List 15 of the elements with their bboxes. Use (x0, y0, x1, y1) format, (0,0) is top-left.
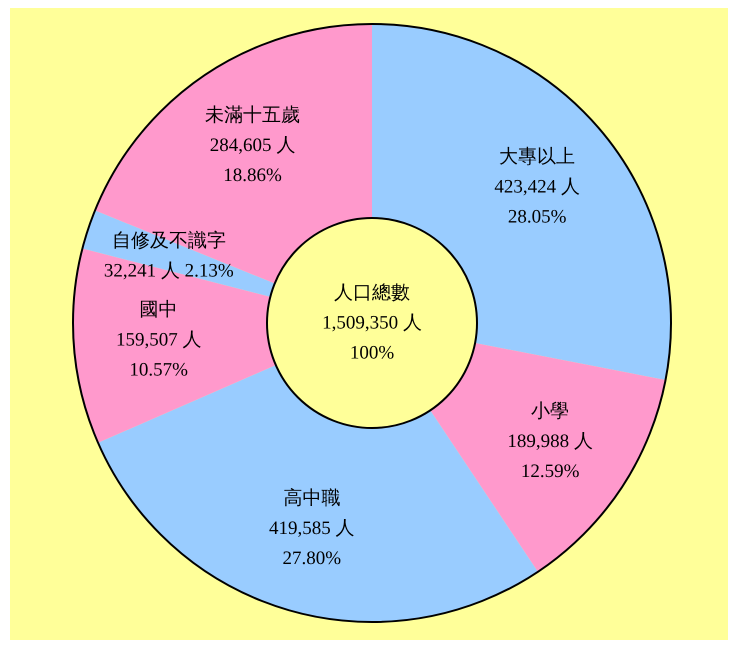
data-label: 423,424 人 28.05% (494, 176, 580, 228)
text: 人口總數 (334, 282, 410, 304)
slice-label: 未滿十五歲 (205, 104, 300, 126)
slice-label: 國中 (140, 300, 178, 321)
slice-label: 大專以上 (499, 146, 576, 168)
slice-label: 自修及不識字 (112, 229, 226, 252)
data-label: 159,507 人 10.57% (116, 330, 202, 381)
slice-label: 高中職 (283, 486, 340, 509)
data-label: 189,988 人 12.59% (507, 431, 593, 482)
data-label: 284,605 人 18.86% (210, 134, 296, 186)
data-label: 419,585 人 27.80% (269, 518, 355, 569)
slice-label: 小學 (531, 401, 570, 422)
text: 1,509,350 人 (322, 312, 422, 334)
data-label: 32,241 人 2.13% (104, 260, 234, 282)
text: 100% (350, 342, 394, 364)
